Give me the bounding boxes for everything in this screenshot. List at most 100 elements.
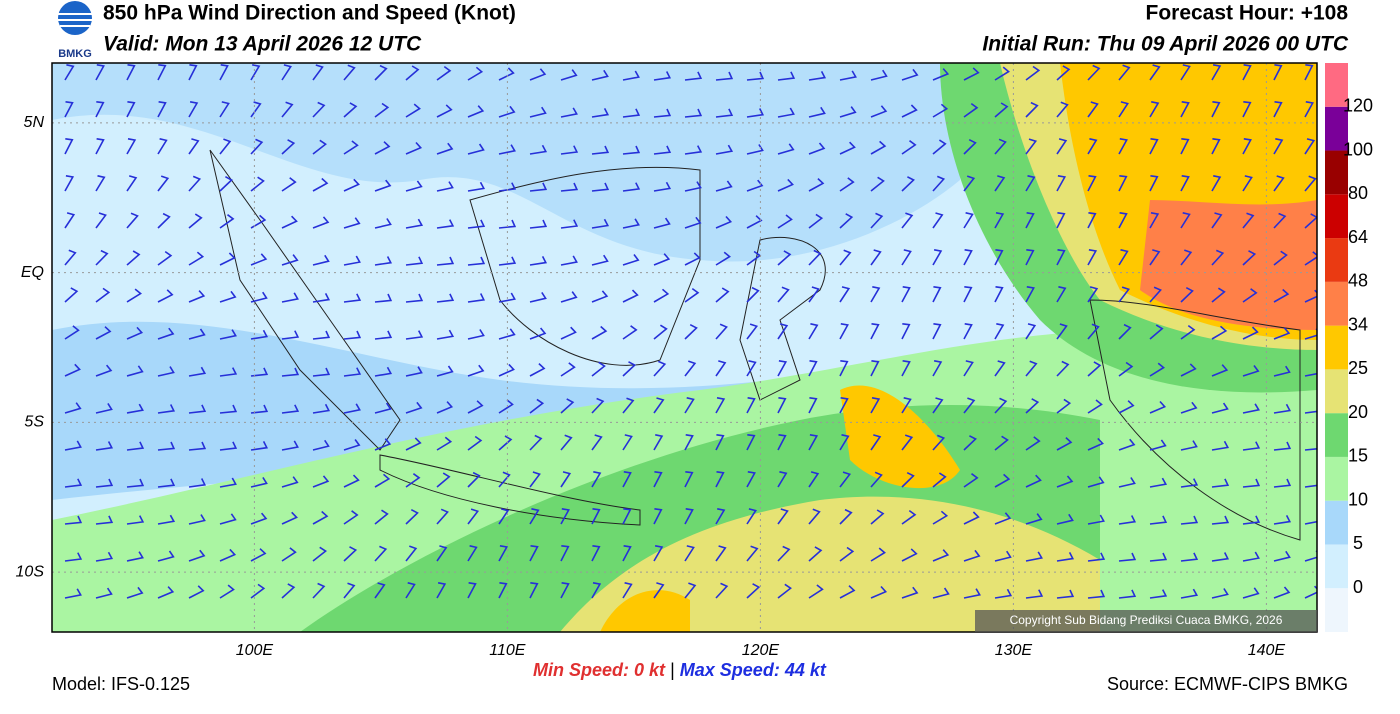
wind-barb: [405, 65, 420, 81]
wind-barb: [188, 404, 207, 414]
wind-barb: [436, 472, 451, 488]
coastline: [739, 236, 826, 401]
colorbar-segment: [1325, 238, 1348, 282]
wind-barb: [560, 508, 570, 525]
wind-barb: [126, 138, 137, 155]
wind-barb: [312, 475, 330, 488]
wind-barb: [622, 108, 641, 118]
wind-barb: [684, 287, 700, 303]
wind-barb: [1118, 138, 1128, 155]
colorbar-segment: [1325, 150, 1348, 195]
wind-barb: [312, 293, 331, 303]
wind-barb: [405, 330, 424, 340]
wind-barb: [374, 402, 392, 414]
wind-barb: [126, 175, 138, 192]
wind-barb: [188, 549, 206, 562]
wind-barb: [901, 140, 917, 155]
wind-barb: [932, 286, 942, 303]
coastline: [469, 166, 701, 366]
wind-barb: [684, 360, 697, 377]
wind-barb: [808, 546, 823, 562]
wind-barb: [1304, 447, 1317, 451]
wind-barb: [653, 217, 671, 229]
wind-barb: [529, 508, 540, 525]
wind-barb: [405, 180, 423, 192]
wind-barb: [498, 399, 514, 414]
wind-barb: [777, 71, 796, 81]
wind-barb: [1087, 589, 1106, 599]
wind-barb: [64, 552, 83, 562]
wind-barb: [963, 473, 979, 488]
wind-barb: [653, 145, 672, 155]
wind-barb: [1273, 441, 1292, 451]
wind-barb: [1087, 101, 1099, 118]
wind-barb: [839, 106, 857, 118]
map-field: [52, 63, 1317, 632]
wind-barb: [64, 325, 80, 340]
wind-barb: [467, 471, 481, 488]
wind-barb: [932, 212, 944, 229]
colorbar-label: 48: [1348, 271, 1368, 291]
wind-barb: [963, 435, 977, 451]
wind-barb: [343, 439, 361, 451]
wind-barb: [963, 212, 974, 229]
wind-barb: [126, 101, 136, 118]
wind-barb: [219, 548, 237, 562]
x-tick-label: 130E: [995, 642, 1033, 659]
wind-barb: [622, 70, 640, 81]
wind-barb: [467, 256, 486, 266]
wind-barb: [1025, 65, 1041, 81]
wind-barb: [1118, 589, 1137, 599]
colorbar-segment: [1325, 194, 1348, 239]
wind-barb: [436, 65, 452, 81]
wind-barb: [963, 511, 980, 525]
wind-barb: [839, 546, 855, 562]
colorbar-label: 120: [1343, 96, 1373, 116]
wind-barb: [250, 329, 269, 340]
wind-barb: [374, 366, 393, 377]
wind-barb: [1304, 367, 1317, 377]
wind-barb: [653, 181, 672, 192]
wind-barb: [932, 175, 946, 192]
wind-barb: [219, 175, 233, 192]
wind-barb: [839, 141, 856, 155]
wind-barb: [1056, 212, 1066, 229]
wind-barb: [1304, 550, 1317, 562]
wind-barb: [1273, 101, 1283, 118]
wind-barb: [157, 478, 176, 488]
wind-barb: [560, 255, 578, 266]
wind-barb: [281, 404, 300, 414]
wind-barb: [653, 71, 672, 81]
wind-barb: [188, 213, 203, 229]
wind-barb: [684, 145, 703, 155]
wind-barb: [343, 64, 356, 81]
wind-barb: [870, 509, 885, 525]
wind-barb: [560, 471, 572, 488]
wind-barb: [157, 550, 175, 562]
wind-barb: [188, 366, 207, 377]
colorbar-segment: [1325, 544, 1348, 589]
wind-barb: [591, 182, 610, 192]
wind-barb: [436, 104, 453, 118]
wind-barb: [529, 471, 541, 488]
wind-barb: [591, 434, 603, 451]
wind-barb: [1087, 249, 1098, 266]
wind-barb: [808, 106, 826, 118]
wind-barb: [1242, 587, 1260, 599]
wind-barb: [1149, 439, 1167, 451]
wind-barb: [1211, 325, 1228, 340]
wind-barb: [715, 323, 728, 340]
wind-barb: [250, 138, 264, 155]
wind-barb: [281, 511, 298, 525]
wind-barb: [281, 101, 294, 118]
wind-barb: [994, 550, 1012, 562]
wind-barb: [1180, 324, 1196, 340]
wind-barb: [281, 583, 296, 599]
wind-barb: [1211, 175, 1222, 192]
wind-barb: [1273, 586, 1291, 599]
wind-barb: [126, 365, 144, 377]
wind-barb: [467, 582, 477, 599]
wind-barb: [994, 175, 1006, 192]
field-region: [1140, 200, 1317, 330]
